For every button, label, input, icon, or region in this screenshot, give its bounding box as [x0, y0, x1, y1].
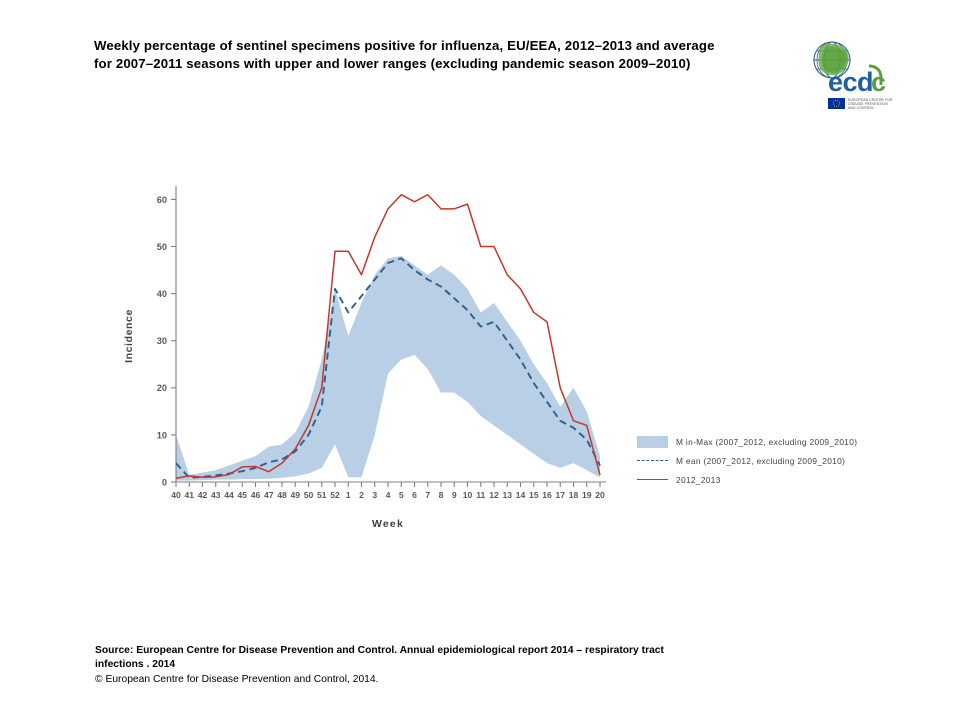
- x-tick-label-47: 47: [264, 490, 274, 500]
- svg-text:EUROPEAN CENTRE FOR: EUROPEAN CENTRE FOR: [848, 98, 893, 102]
- footer-source: Source: European Centre for Disease Prev…: [95, 644, 795, 687]
- ecdc-wordmark: ecd c: [828, 64, 886, 97]
- title-line-2: for 2007–2011 seasons with upper and low…: [94, 55, 691, 71]
- x-tick-label-16: 16: [542, 490, 552, 500]
- x-tick-label-45: 45: [237, 490, 247, 500]
- series-line-mean: [175, 257, 601, 479]
- x-tick-label-41: 41: [184, 490, 194, 500]
- legend-label-2012-2013: 2012_2013: [676, 474, 721, 485]
- y-tick-label-50: 50: [157, 242, 167, 252]
- y-tick-label-60: 60: [157, 195, 167, 205]
- x-tick-label-15: 15: [529, 490, 539, 500]
- x-tick-label-46: 46: [251, 490, 261, 500]
- x-tick-label-4: 4: [386, 490, 391, 500]
- x-tick-label-10: 10: [463, 490, 473, 500]
- legend-item-2012-2013: 2012_2013: [637, 470, 897, 489]
- ecdc-logo-subtitle: EUROPEAN CENTRE FOR DISEASE PREVENTION A…: [848, 98, 893, 110]
- x-tick-label-44: 44: [224, 490, 234, 500]
- x-tick-label-6: 6: [412, 490, 417, 500]
- y-tick-label-10: 10: [157, 430, 167, 440]
- source-line-1: Source: European Centre for Disease Prev…: [95, 645, 664, 656]
- x-tick-label-8: 8: [439, 490, 444, 500]
- x-tick-label-11: 11: [476, 490, 485, 500]
- x-tick-label-43: 43: [211, 490, 221, 500]
- legend-item-mean: M ean (2007_2012, excluding 2009_2010): [637, 451, 897, 470]
- legend-item-minmax: M in-Max (2007_2012, excluding 2009_2010…: [637, 432, 897, 451]
- ecdc-logo: ecd c EUROPEAN CENTRE FOR DISEASE PREVEN…: [797, 38, 901, 112]
- source-line-2: infections . 2014: [95, 658, 176, 670]
- x-tick-label-3: 3: [372, 490, 377, 500]
- x-tick-label-48: 48: [277, 490, 287, 500]
- x-tick-label-20: 20: [595, 490, 605, 500]
- x-tick-label-40: 40: [171, 490, 181, 500]
- x-tick-label-9: 9: [452, 490, 457, 500]
- x-tick-label-14: 14: [516, 490, 526, 500]
- x-tick-label-17: 17: [555, 490, 565, 500]
- x-tick-label-13: 13: [502, 490, 512, 500]
- legend-swatch-solid-line-icon: [637, 473, 669, 487]
- legend-label-mean: M ean (2007_2012, excluding 2009_2010): [676, 455, 846, 466]
- svg-text:ecd: ecd: [828, 67, 873, 97]
- y-tick-label-20: 20: [157, 383, 167, 393]
- chart-legend: M in-Max (2007_2012, excluding 2009_2010…: [637, 432, 897, 489]
- y-tick-label-0: 0: [162, 477, 167, 487]
- eu-flag-icon: [828, 98, 845, 109]
- x-tick-label-49: 49: [290, 490, 300, 500]
- title-line-1: Weekly percentage of sentinel specimens …: [94, 38, 715, 53]
- x-tick-label-50: 50: [304, 490, 314, 500]
- legend-label-minmax: M in-Max (2007_2012, excluding 2009_2010…: [676, 436, 858, 447]
- x-tick-label-1: 1: [346, 490, 351, 500]
- x-tick-label-52: 52: [330, 490, 340, 500]
- x-tick-label-12: 12: [489, 490, 499, 500]
- influenza-incidence-chart: 0 10 20 30 40 50 60 40 41 42 43 44 45 46 47 48 49 50 51 52 1…: [100, 160, 660, 560]
- y-tick-label-40: 40: [157, 289, 167, 299]
- x-axis-title: Week: [372, 518, 404, 530]
- x-tick-label-5: 5: [399, 490, 404, 500]
- y-axis-title: Incidence: [123, 309, 135, 363]
- y-tick-label-30: 30: [157, 336, 167, 346]
- x-tick-label-19: 19: [582, 490, 592, 500]
- x-tick-label-42: 42: [198, 490, 208, 500]
- svg-text:AND CONTROL: AND CONTROL: [848, 106, 874, 110]
- page-title: Weekly percentage of sentinel specimens …: [94, 37, 784, 72]
- svg-text:c: c: [871, 67, 886, 97]
- copyright-line: © European Centre for Disease Prevention…: [95, 674, 379, 685]
- legend-swatch-dashed-line-icon: [637, 454, 669, 468]
- x-tick-label-2: 2: [359, 490, 364, 500]
- x-tick-label-7: 7: [425, 490, 430, 500]
- legend-swatch-area-icon: [637, 435, 669, 449]
- series-line-2012-2013: [175, 193, 601, 479]
- minmax-band-area: [176, 255, 600, 481]
- ecdc-logo-graphic: ecd c EUROPEAN CENTRE FOR DISEASE PREVEN…: [813, 41, 893, 110]
- x-tick-label-51: 51: [317, 490, 327, 500]
- globe-icon: [813, 41, 851, 79]
- svg-text:DISEASE PREVENTION: DISEASE PREVENTION: [848, 102, 888, 106]
- x-tick-label-18: 18: [569, 490, 579, 500]
